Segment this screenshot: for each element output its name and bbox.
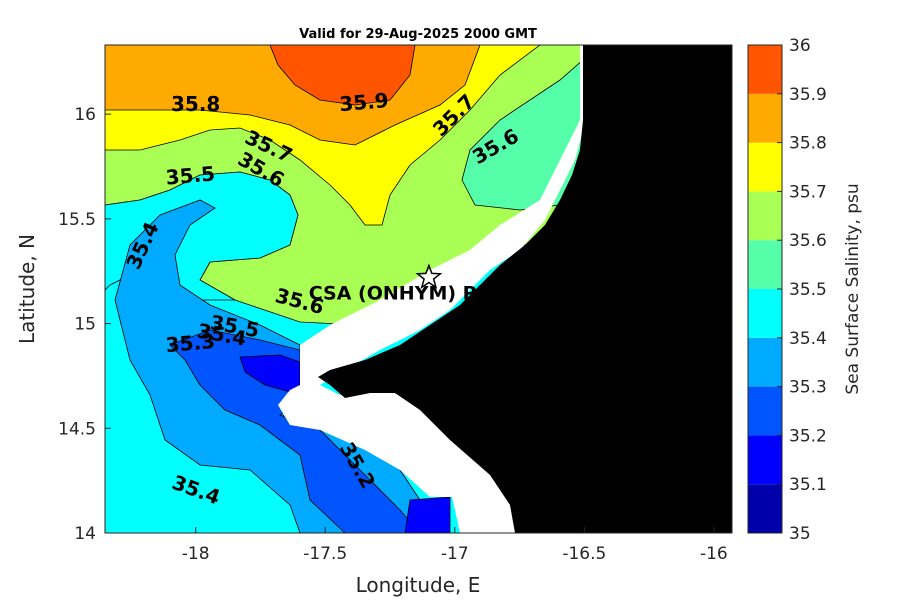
plot-frame [104,44,733,534]
y-tick-label: 14.5 [58,419,96,439]
coastal-mask [278,45,583,533]
colorbar-tick-label: 35.2 [789,426,827,446]
colorbar-swatch [748,484,782,533]
colorbar-tick-label: 35 [789,524,811,544]
contour-label: 35.3 [165,329,216,357]
y-axis-label: Latitude, N [15,234,39,344]
x-axis-ticks: -18 -17.5 -17 -16.5 -16 [182,527,728,564]
colorbar-tick-label: 35.1 [789,475,827,495]
land-mass [318,45,732,533]
colorbar-swatch [748,142,782,192]
colorbar-label: Sea Surface Salinity, psu [843,183,863,394]
x-tick-label: -16 [700,544,728,564]
colorbar-swatch [748,191,782,241]
colorbar-tick-label: 35.6 [789,231,827,251]
colorbar-tick-label: 35.3 [789,378,827,398]
x-tick-label: -17 [441,544,469,564]
contour-label: 35.5 [165,161,216,189]
contour-plot-area: 35.8 35.9 35.735.635.735.635.535.435.635.5… [105,45,732,533]
x-tick-label: -17.5 [303,544,347,564]
region-35-1-south [404,496,451,533]
colorbar-swatch [748,337,782,387]
x-tick-label: -18 [182,544,210,564]
colorbar-tick-label: 36 [789,36,811,56]
colorbar-swatch [748,45,782,94]
colorbar-tick-label: 35.4 [789,329,827,349]
colorbar: 35 35.1 35.2 35.3 35.4 35.5 35.6 35.7 35.8 35.9 36 [747,36,827,544]
chart-title: Valid for 29-Aug-2025 2000 GMT [299,27,537,42]
contour-label: 35.8 [171,92,220,116]
y-axis-ticks: 14 14.5 15 15.5 16 [58,105,111,544]
colorbar-swatch [748,289,782,338]
colorbar-tick-label: 35.5 [789,280,827,300]
colorbar-swatch [748,240,782,289]
colorbar-swatch [748,435,782,485]
y-tick-label: 15.5 [58,210,96,230]
station-label: CSA (ONHYM) PPL EEZ [309,282,549,304]
station-star-marker [415,263,443,289]
colorbar-tick-label: 35.9 [789,85,827,105]
contour-labels: 35.8 35.9 35.735.635.735.635.535.435.635.5… [121,88,523,509]
y-tick-label: 15 [74,315,96,335]
colorbar-tick-label: 35.7 [789,182,827,202]
y-tick-label: 16 [74,105,96,125]
colorbar-swatch [748,386,782,436]
region-35-9 [269,45,416,106]
x-tick-label: -16.5 [562,544,606,564]
contour-label: 35.9 [338,88,389,116]
station-marker-group: CSA (ONHYM) PPL EEZ [309,263,549,304]
y-tick-label: 14 [74,524,96,544]
colorbar-swatch [748,93,782,143]
x-axis-label: Longitude, E [356,573,481,597]
colorbar-tick-label: 35.8 [789,134,827,154]
